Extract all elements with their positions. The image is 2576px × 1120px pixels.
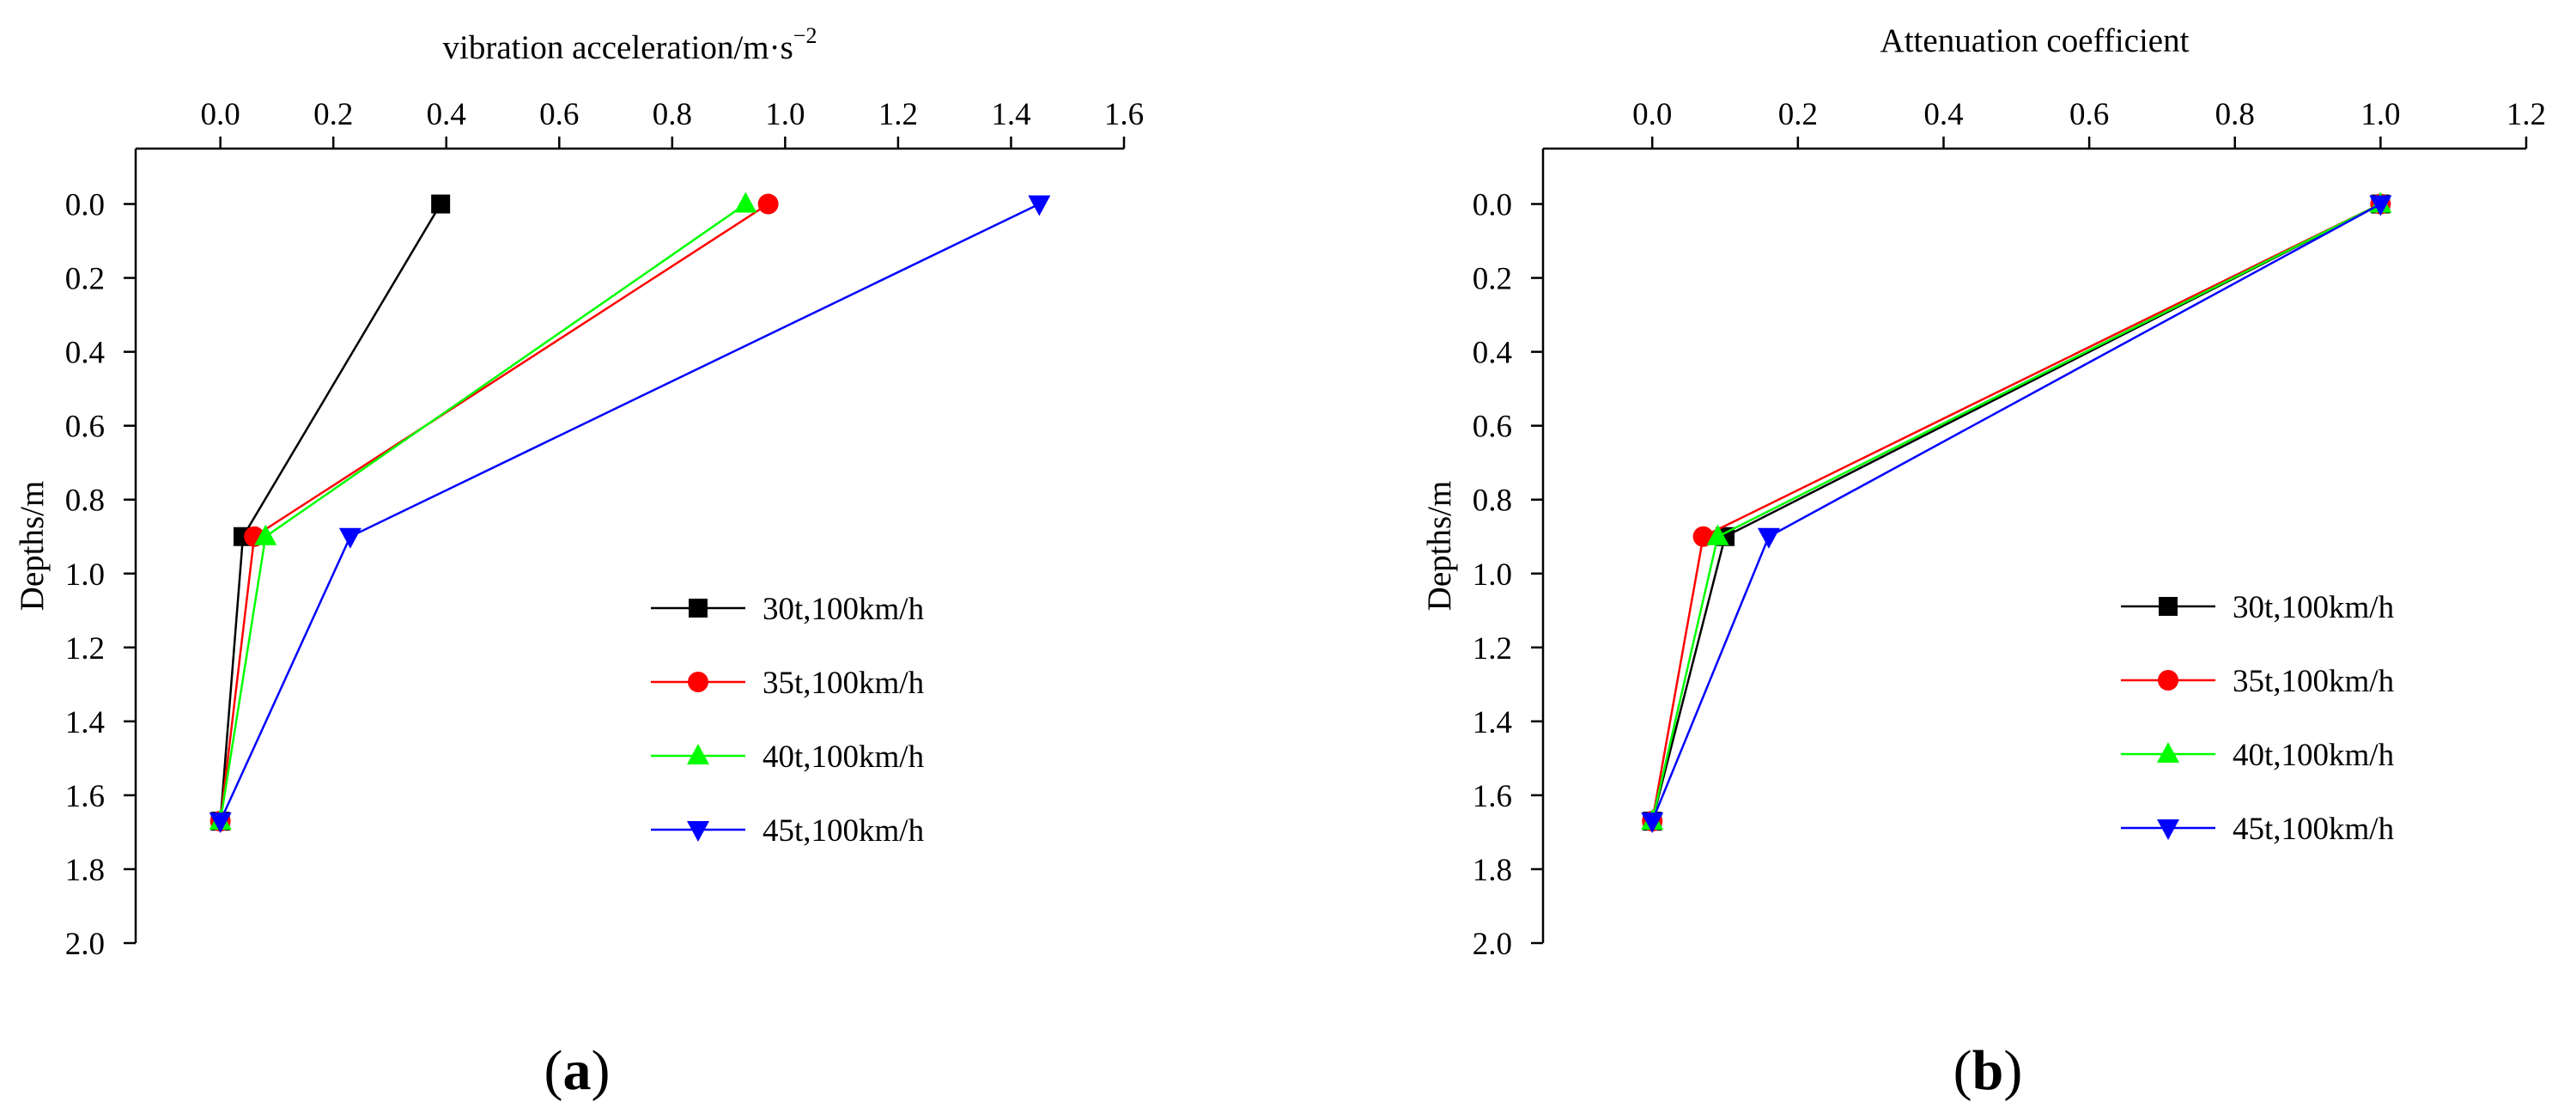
chart-panel-a: 0.0 0.2 0.4 0.6 0.8 1.0 1.2 1.4 1.6 0.0 0.2 0.4 0.6 0… xyxy=(14,23,1144,1102)
legend-marker xyxy=(2159,597,2178,616)
legend-label: 35t,100km/h xyxy=(762,666,925,701)
legend-label: 40t,100km/h xyxy=(762,740,925,775)
y-tick-label: 1.2 xyxy=(1473,631,1512,667)
y-tick-label: 0.0 xyxy=(65,188,105,223)
panel-label-letter: a xyxy=(563,1039,592,1102)
series-line xyxy=(219,203,769,822)
data-point xyxy=(1692,526,1714,547)
x-axis-title-superscript: −2 xyxy=(793,23,817,48)
y-tick-label: 0.8 xyxy=(1473,484,1512,519)
x-tick-label: 1.6 xyxy=(1104,97,1144,132)
series-30t-100km-h xyxy=(210,194,451,831)
series-line xyxy=(1650,203,2381,822)
series-line xyxy=(219,203,747,822)
y-tick-label: 0.0 xyxy=(1473,188,1512,223)
panel-label-letter: b xyxy=(1972,1039,2004,1102)
y-tick-label: 1.6 xyxy=(1473,779,1512,814)
legend-marker xyxy=(2158,670,2178,691)
series-line xyxy=(1651,203,2381,822)
y-tick-label: 1.0 xyxy=(65,557,105,593)
x-tick-label: 0.6 xyxy=(539,97,579,132)
legend-marker xyxy=(688,672,708,692)
series-line xyxy=(1651,203,2381,822)
legend-label: 30t,100km/h xyxy=(2233,590,2395,625)
panel-label-close: ) xyxy=(592,1039,611,1102)
legend-label: 35t,100km/h xyxy=(2233,664,2395,699)
x-axis-title: vibration acceleration/m·s−2 xyxy=(443,23,817,66)
x-tick-label: 0.8 xyxy=(653,97,692,132)
data-point xyxy=(734,192,757,213)
y-tick-label: 0.2 xyxy=(65,262,105,297)
y-tick-label: 2.0 xyxy=(65,927,105,962)
x-tick-label: 1.2 xyxy=(878,97,918,132)
y-tick-label: 0.6 xyxy=(1473,410,1512,445)
y-tick-label: 0.6 xyxy=(65,410,105,445)
x-tick-label: 1.4 xyxy=(991,97,1030,132)
legend-marker xyxy=(687,744,709,764)
y-tick-label: 0.2 xyxy=(1473,262,1512,297)
y-axis-title: Depths/m xyxy=(1421,481,1458,612)
data-point xyxy=(1757,527,1780,549)
data-point xyxy=(2369,195,2392,216)
data-point xyxy=(757,193,779,215)
x-tick-label: 0.4 xyxy=(1923,97,1963,132)
x-tick-label: 1.0 xyxy=(2360,97,2400,132)
panel-label-close: ) xyxy=(2003,1039,2022,1102)
legend-label: 30t,100km/h xyxy=(762,592,925,627)
y-tick-label: 1.8 xyxy=(65,853,105,888)
data-point xyxy=(1028,195,1051,216)
x-tick-label: 1.0 xyxy=(765,97,805,132)
panel-label: (b) xyxy=(1953,1039,2023,1102)
x-tick-label: 1.2 xyxy=(2506,97,2546,132)
x-tick-label: 0.0 xyxy=(1632,97,1672,132)
series-30t-100km-h xyxy=(1643,194,2391,831)
legend-marker xyxy=(2157,742,2179,763)
legend: 30t,100km/h 35t,100km/h 40t,100km/h 45t,100… xyxy=(651,592,925,849)
series-40t-100km-h xyxy=(209,192,757,831)
y-tick-label: 1.4 xyxy=(65,705,105,740)
data-point xyxy=(1706,524,1729,545)
series-45t-100km-h xyxy=(1641,195,2392,834)
series-line xyxy=(219,203,1040,822)
panel-label: (a) xyxy=(544,1039,611,1102)
series-line xyxy=(219,203,442,822)
x-axis-title: Attenuation coefficient xyxy=(1880,22,2190,59)
legend-marker xyxy=(2157,819,2179,840)
legend: 30t,100km/h 35t,100km/h 40t,100km/h 45t,100… xyxy=(2121,590,2395,847)
series-45t-100km-h xyxy=(209,195,1051,834)
legend-label: 45t,100km/h xyxy=(762,813,925,849)
data-point xyxy=(431,194,451,214)
data-point xyxy=(254,524,277,545)
chart-panel-b: 0.0 0.2 0.4 0.6 0.8 1.0 1.2 0.0 0.2 0.4 0.6 0.8 1.0 1… xyxy=(1421,22,2546,1102)
x-tick-label: 0.4 xyxy=(427,97,466,132)
legend-marker xyxy=(689,599,708,618)
x-tick-label: 0.2 xyxy=(313,97,353,132)
y-tick-label: 1.8 xyxy=(1473,853,1512,888)
panel-label-open: ( xyxy=(544,1039,563,1102)
panel-label-open: ( xyxy=(1953,1039,1972,1102)
y-tick-label: 2.0 xyxy=(1473,927,1512,962)
y-axis-title: Depths/m xyxy=(14,481,51,612)
series-35t-100km-h xyxy=(210,193,779,832)
series-35t-100km-h xyxy=(1642,193,2391,832)
y-tick-label: 1.6 xyxy=(65,779,105,814)
y-tick-label: 1.2 xyxy=(65,631,105,667)
data-point xyxy=(338,527,361,549)
x-tick-label: 0.0 xyxy=(201,97,240,132)
legend-marker xyxy=(687,821,709,842)
data-point xyxy=(209,813,232,834)
y-tick-label: 1.4 xyxy=(1473,705,1512,740)
series-line xyxy=(1651,203,2381,822)
x-tick-label: 0.2 xyxy=(1778,97,1818,132)
x-tick-label: 0.6 xyxy=(2069,97,2109,132)
legend-label: 40t,100km/h xyxy=(2233,738,2395,773)
y-tick-label: 1.0 xyxy=(1473,557,1512,593)
data-point xyxy=(1641,813,1664,834)
y-tick-label: 0.4 xyxy=(1473,336,1512,371)
y-tick-label: 0.4 xyxy=(65,336,105,371)
x-tick-label: 0.8 xyxy=(2215,97,2255,132)
legend-label: 45t,100km/h xyxy=(2233,812,2395,847)
y-tick-label: 0.8 xyxy=(65,484,105,519)
